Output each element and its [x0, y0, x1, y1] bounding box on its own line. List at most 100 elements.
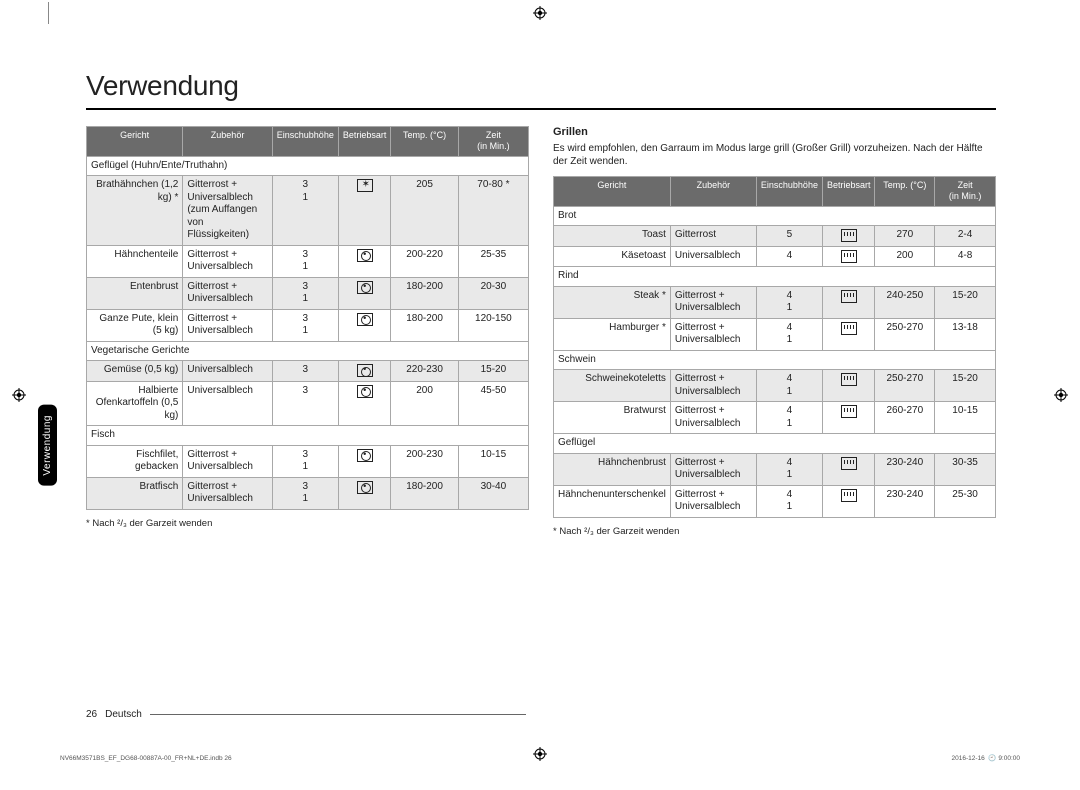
cell-time: 4-8	[935, 246, 996, 267]
cell-temp: 240-250	[875, 286, 935, 318]
cell-dish: Steak *	[554, 286, 671, 318]
cell-level: 41	[756, 286, 822, 318]
cell-temp: 250-270	[875, 370, 935, 402]
cell-level: 31	[272, 445, 338, 477]
cell-time: 20-30	[458, 277, 528, 309]
cell-acc: Gitterrost + Universalblech (zum Auffang…	[183, 176, 272, 246]
cell-mode	[822, 246, 875, 267]
cell-dish: Hamburger *	[554, 318, 671, 350]
table-row: Steak *Gitterrost + Universalblech41240-…	[554, 286, 996, 318]
cell-temp: 180-200	[391, 277, 458, 309]
cell-level: 41	[756, 318, 822, 350]
th-time: Zeit(in Min.)	[458, 127, 528, 157]
cell-mode	[822, 286, 875, 318]
grill-mode-icon	[841, 405, 857, 418]
cell-time: 13-18	[935, 318, 996, 350]
cell-dish: Schweinekoteletts	[554, 370, 671, 402]
cell-temp: 200	[875, 246, 935, 267]
cell-temp: 200-230	[391, 445, 458, 477]
special-mode-icon	[357, 179, 373, 192]
table-row: Gemüse (0,5 kg)Universalblech3220-23015-…	[87, 361, 529, 382]
grill-mode-icon	[841, 250, 857, 263]
section-label: Vegetarische Gerichte	[87, 341, 529, 361]
right-table: Gericht Zubehör Einschubhöhe Betriebsart…	[553, 176, 996, 518]
cell-dish: Gemüse (0,5 kg)	[87, 361, 183, 382]
cell-dish: Toast	[554, 226, 671, 247]
left-column: Gericht Zubehör Einschubhöhe Betriebsart…	[86, 126, 529, 537]
cell-acc: Universalblech	[670, 246, 756, 267]
cell-dish: Käsetoast	[554, 246, 671, 267]
page-language: Deutsch	[105, 709, 142, 720]
cell-level: 3	[272, 381, 338, 426]
grill-mode-icon	[841, 457, 857, 470]
cell-level: 5	[756, 226, 822, 247]
cell-dish: Hähnchenbrust	[554, 453, 671, 485]
cell-dish: Bratwurst	[554, 402, 671, 434]
cell-temp: 230-240	[875, 453, 935, 485]
cell-level: 31	[272, 176, 338, 246]
cell-acc: Gitterrost	[670, 226, 756, 247]
cell-acc: Universalblech	[183, 361, 272, 382]
cell-mode	[338, 245, 391, 277]
cell-acc: Gitterrost + Universalblech	[183, 245, 272, 277]
side-tab: Verwendung	[38, 405, 57, 486]
cell-level: 31	[272, 477, 338, 509]
cell-time: 10-15	[935, 402, 996, 434]
section-label: Brot	[554, 206, 996, 226]
th-time: Zeit(in Min.)	[935, 177, 996, 207]
print-foot-left: NV66M3571BS_EF_DG68-00887A-00_FR+NL+DE.i…	[60, 755, 232, 762]
table-row: ToastGitterrost52702-4	[554, 226, 996, 247]
grill-mode-icon	[841, 373, 857, 386]
th-temp: Temp. (°C)	[875, 177, 935, 207]
grill-mode-icon	[841, 290, 857, 303]
th-mode: Betriebsart	[338, 127, 391, 157]
title-rule	[86, 108, 996, 110]
cell-acc: Gitterrost + Universalblech	[183, 445, 272, 477]
cell-acc: Gitterrost + Universalblech	[183, 309, 272, 341]
cell-mode	[822, 453, 875, 485]
cell-temp: 200-220	[391, 245, 458, 277]
cell-time: 70-80 *	[458, 176, 528, 246]
fan-mode-icon	[357, 449, 373, 462]
section-label: Schwein	[554, 350, 996, 370]
th-acc: Zubehör	[670, 177, 756, 207]
cell-mode	[822, 226, 875, 247]
registration-mark-left	[12, 388, 26, 407]
page-footer: 26 Deutsch	[86, 709, 526, 720]
th-level: Einschubhöhe	[756, 177, 822, 207]
cell-dish: Hähnchenunterschenkel	[554, 485, 671, 517]
fan-mode-icon	[357, 313, 373, 326]
cell-time: 25-35	[458, 245, 528, 277]
fan-mode-icon	[357, 364, 373, 377]
cell-mode	[822, 402, 875, 434]
cell-level: 41	[756, 453, 822, 485]
left-footnote: * Nach ²/₃ der Garzeit wenden	[86, 518, 529, 529]
fan-mode-icon	[357, 249, 373, 262]
crop-mark	[48, 2, 49, 24]
right-column: Grillen Es wird empfohlen, den Garraum i…	[553, 126, 996, 537]
cell-mode	[338, 309, 391, 341]
cell-temp: 250-270	[875, 318, 935, 350]
cell-dish: Fischfilet, gebacken	[87, 445, 183, 477]
cell-level: 3	[272, 361, 338, 382]
cell-acc: Gitterrost + Universalblech	[670, 370, 756, 402]
cell-temp: 205	[391, 176, 458, 246]
cell-dish: Brathähnchen (1,2 kg) *	[87, 176, 183, 246]
page-content: Verwendung Gericht Zubehör Einschubhöhe …	[86, 70, 996, 537]
fan-mode-icon	[357, 385, 373, 398]
cell-acc: Universalblech	[183, 381, 272, 426]
cell-acc: Gitterrost + Universalblech	[183, 277, 272, 309]
cell-dish: Bratfisch	[87, 477, 183, 509]
section-label: Rind	[554, 267, 996, 287]
cell-dish: Hähnchenteile	[87, 245, 183, 277]
grillen-heading: Grillen	[553, 126, 996, 138]
cell-temp: 260-270	[875, 402, 935, 434]
print-foot-right: 2016-12-16 🕘 9:00:00	[952, 754, 1020, 762]
registration-mark-right	[1054, 388, 1068, 407]
table-row: HähnchenbrustGitterrost + Universalblech…	[554, 453, 996, 485]
cell-dish: Entenbrust	[87, 277, 183, 309]
th-level: Einschubhöhe	[272, 127, 338, 157]
left-table: Gericht Zubehör Einschubhöhe Betriebsart…	[86, 126, 529, 510]
section-label: Geflügel (Huhn/Ente/Truthahn)	[87, 156, 529, 176]
cell-level: 4	[756, 246, 822, 267]
